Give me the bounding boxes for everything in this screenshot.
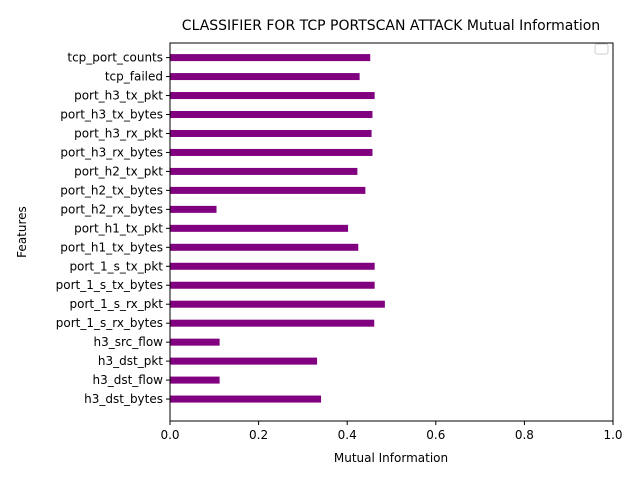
x-tick-label: 0.8 bbox=[515, 428, 534, 442]
y-tick-label: port_h3_tx_bytes bbox=[60, 108, 163, 122]
bar-tcp-failed bbox=[170, 73, 360, 81]
y-tick-label: port_h2_rx_bytes bbox=[60, 202, 163, 216]
y-tick-label: port_h1_tx_pkt bbox=[74, 221, 163, 235]
x-tick-label: 1.0 bbox=[603, 428, 622, 442]
bar-port-h1-tx-bytes bbox=[170, 243, 359, 251]
y-axis-label: Features bbox=[15, 206, 29, 258]
y-tick-label: tcp_port_counts bbox=[67, 51, 163, 65]
x-tick-label: 0.0 bbox=[160, 428, 179, 442]
y-tick-label: h3_dst_bytes bbox=[84, 392, 163, 406]
y-tick-label: port_h2_tx_pkt bbox=[74, 164, 163, 178]
y-tick-label: h3_src_flow bbox=[94, 335, 164, 349]
bar-h3-dst-pkt bbox=[170, 357, 318, 365]
bar-port-1-s-rx-pkt bbox=[170, 300, 385, 308]
bar-port-h3-rx-bytes bbox=[170, 148, 373, 156]
y-tick-label: port_h2_tx_bytes bbox=[60, 183, 163, 197]
x-tick-labels: 0.0 0.2 0.4 0.6 0.8 1.0 bbox=[160, 421, 623, 442]
bar-port-h3-tx-pkt bbox=[170, 92, 375, 100]
y-tick-label: port_h3_tx_pkt bbox=[74, 89, 163, 103]
y-tick-label: port_h3_rx_bytes bbox=[60, 145, 163, 159]
y-tick-label: port_1_s_tx_bytes bbox=[56, 278, 163, 292]
bar-port-1-s-tx-pkt bbox=[170, 262, 375, 270]
x-axis-label: Mutual Information bbox=[334, 451, 448, 465]
y-tick-label: port_1_s_rx_pkt bbox=[70, 297, 164, 311]
y-tick-label: h3_dst_pkt bbox=[98, 354, 163, 368]
x-tick-label: 0.6 bbox=[426, 428, 445, 442]
plot-frame bbox=[169, 42, 614, 422]
bar-port-h1-tx-pkt bbox=[170, 224, 349, 232]
y-tick-label: port_1_s_rx_bytes bbox=[56, 316, 163, 330]
y-tick-label: h3_dst_flow bbox=[92, 373, 163, 387]
bar-h3-dst-bytes bbox=[170, 395, 322, 403]
bar-port-h2-rx-bytes bbox=[170, 205, 217, 213]
bar-port-1-s-rx-bytes bbox=[170, 319, 375, 327]
y-tick-label: port_h1_tx_bytes bbox=[60, 240, 163, 254]
y-tick-label: port_h3_rx_pkt bbox=[74, 126, 163, 140]
legend-box bbox=[594, 43, 609, 55]
bar-port-1-s-tx-bytes bbox=[170, 281, 375, 289]
x-tick-label: 0.4 bbox=[338, 428, 357, 442]
chart-title: CLASSIFIER FOR TCP PORTSCAN ATTACK Mutua… bbox=[182, 18, 600, 34]
x-tick-label: 0.2 bbox=[249, 428, 268, 442]
y-tick-label: port_1_s_tx_pkt bbox=[69, 259, 163, 273]
bar-port-h3-rx-pkt bbox=[170, 129, 372, 137]
bar-port-h2-tx-pkt bbox=[170, 167, 358, 175]
bar-h3-dst-flow bbox=[170, 376, 220, 384]
bar-tcp-port-counts bbox=[170, 54, 371, 62]
bar-port-h2-tx-bytes bbox=[170, 186, 366, 194]
y-tick-label: tcp_failed bbox=[105, 70, 163, 84]
bar-h3-src-flow bbox=[170, 338, 220, 346]
bar-port-h3-tx-bytes bbox=[170, 111, 373, 119]
y-tick-labels: tcp_port_counts tcp_failed port_h3_tx_pktp… bbox=[56, 51, 170, 406]
bars-group bbox=[170, 54, 385, 403]
